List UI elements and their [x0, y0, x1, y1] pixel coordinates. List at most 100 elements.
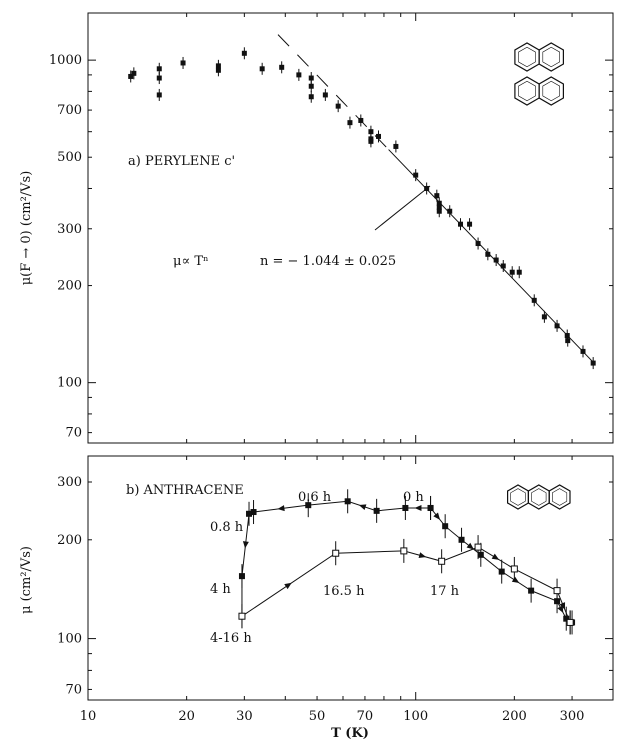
- time-label-17h: 17 h: [430, 584, 460, 599]
- data-point: [393, 143, 399, 149]
- data-point: [467, 221, 473, 227]
- y-tick-label: 200: [57, 279, 82, 294]
- x-tick-label: 200: [502, 709, 527, 724]
- data-point: [566, 618, 574, 626]
- x-tick-label: 20: [178, 709, 195, 724]
- data-point: [554, 323, 560, 329]
- data-point: [510, 565, 518, 573]
- data-point: [400, 547, 408, 555]
- data-point: [531, 297, 537, 303]
- x-tick-label: 10: [80, 709, 97, 724]
- data-point: [215, 67, 221, 73]
- data-point: [528, 587, 535, 594]
- panel-a-frame: [87, 12, 614, 444]
- ring: [538, 42, 565, 72]
- ring: [548, 484, 571, 510]
- data-point: [590, 360, 596, 366]
- panel-a-label: a) PERYLENE c': [128, 154, 235, 169]
- data-point: [458, 536, 465, 543]
- data-point: [485, 251, 491, 257]
- data-point: [296, 72, 302, 78]
- data-point: [335, 103, 341, 109]
- panel-b-data-points: [238, 489, 576, 635]
- data-point: [565, 338, 571, 344]
- data-point: [442, 523, 449, 530]
- time-label-4-16h: 4-16 h: [210, 631, 252, 646]
- data-point: [322, 92, 328, 98]
- y-tick-label: 100: [57, 376, 82, 391]
- x-tick-label: 30: [236, 709, 253, 724]
- data-point: [436, 208, 442, 214]
- panel-a-data-points: [128, 47, 596, 370]
- data-point: [358, 117, 364, 123]
- data-point: [376, 133, 382, 139]
- fit-pointer-arrow: [374, 185, 431, 231]
- direction-arrow: [358, 504, 367, 511]
- y-tick-label: 70: [65, 682, 82, 697]
- time-label-16-5h: 16.5 h: [323, 584, 365, 599]
- data-point: [308, 75, 314, 81]
- data-point: [434, 193, 440, 199]
- data-point: [438, 557, 446, 565]
- data-point: [424, 185, 430, 191]
- time-label-0-8h: 0.8 h: [210, 520, 244, 535]
- data-point: [427, 504, 434, 511]
- ring-inner: [531, 488, 547, 506]
- data-point: [413, 172, 419, 178]
- y-tick-label: 300: [57, 475, 82, 490]
- data-point: [308, 83, 314, 89]
- data-point: [458, 221, 464, 227]
- data-point: [500, 263, 506, 269]
- data-point: [553, 587, 561, 595]
- direction-arrow: [557, 605, 564, 614]
- data-point: [279, 64, 285, 70]
- y-tick-label: 100: [57, 632, 82, 647]
- data-point: [156, 66, 162, 72]
- data-point: [344, 498, 351, 505]
- ring-inner: [518, 46, 536, 68]
- data-point: [368, 138, 374, 144]
- panel-a-axis-ticks: [87, 13, 614, 443]
- direction-arrow: [491, 553, 500, 560]
- data-point: [305, 502, 312, 509]
- panel-b-y-tick-labels: 300 200 100 70: [57, 475, 82, 697]
- panel-a-y-axis-title: μ(F → 0) (cm²/Vs): [19, 171, 34, 286]
- direction-arrow: [418, 552, 427, 559]
- panel-a-y-tick-labels: 1000 700 500 300 200 100 70: [49, 53, 82, 440]
- ring-inner: [542, 80, 561, 102]
- direction-arrow: [414, 504, 422, 511]
- panel-b-anthracene: 300 200 100 70 10 20 30 50 70 100 200 300 μ (cm²/V…: [19, 455, 614, 741]
- ring: [538, 76, 565, 106]
- y-tick-label: 300: [57, 222, 82, 237]
- direction-arrow: [559, 602, 566, 610]
- data-point: [477, 551, 484, 558]
- exponent-label: n = − 1.044 ± 0.025: [260, 254, 396, 269]
- panel-b-y-axis-title: μ (cm²/Vs): [19, 546, 34, 614]
- x-tick-label: 70: [357, 709, 374, 724]
- data-point: [156, 92, 162, 98]
- ring-inner: [542, 46, 561, 68]
- time-label-0h: 0 h: [403, 490, 424, 505]
- y-tick-label: 1000: [49, 53, 82, 68]
- x-tick-label: 100: [403, 709, 428, 724]
- x-tick-label: 300: [560, 709, 585, 724]
- ring-inner: [518, 80, 536, 102]
- x-tick-label: 50: [309, 709, 326, 724]
- y-tick-label: 70: [65, 426, 82, 441]
- data-point: [516, 269, 522, 275]
- data-point: [156, 75, 162, 81]
- time-label-0-6h: 0.6 h: [298, 490, 332, 505]
- y-tick-label: 700: [57, 103, 82, 118]
- law-label: μ∝ Tⁿ: [173, 254, 209, 269]
- panel-b-series-lines: [241, 500, 573, 623]
- data-point: [563, 615, 570, 622]
- time-label-4h: 4 h: [210, 582, 231, 597]
- data-point: [541, 314, 547, 320]
- panel-b-frame: [87, 455, 614, 701]
- data-point: [250, 509, 257, 516]
- data-point: [131, 70, 137, 76]
- data-point: [308, 94, 314, 100]
- data-point: [246, 510, 253, 517]
- data-point: [373, 507, 380, 514]
